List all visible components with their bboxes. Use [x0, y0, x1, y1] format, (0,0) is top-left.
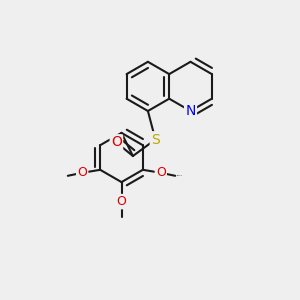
Text: O: O — [156, 166, 166, 179]
Text: O: O — [77, 166, 87, 179]
Text: S: S — [151, 133, 160, 146]
Text: N: N — [185, 104, 196, 118]
Text: O: O — [111, 136, 122, 149]
Text: O: O — [117, 195, 126, 208]
Text: methoxy: methoxy — [177, 175, 183, 176]
